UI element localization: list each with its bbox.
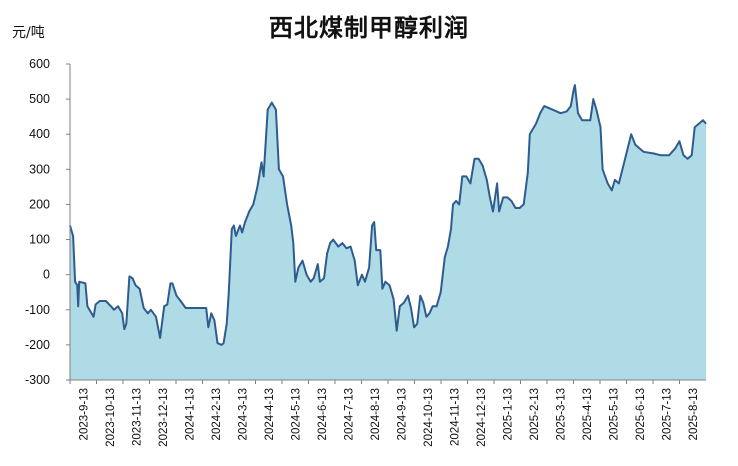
chart-title: 西北煤制甲醇利润 [269, 13, 469, 42]
x-tick-label: 2025-2-13 [529, 388, 541, 440]
x-tick-label: 2024-11-13 [449, 388, 461, 446]
x-tick-label: 2025-3-13 [555, 388, 567, 440]
x-tick-label: 2023-9-13 [78, 388, 90, 440]
x-tick-label: 2023-12-13 [158, 388, 170, 447]
y-axis-unit-label: 元/吨 [12, 25, 45, 41]
x-tick-label: 2025-8-13 [688, 388, 700, 440]
y-tick-label: 200 [29, 197, 50, 211]
y-tick-label: 100 [29, 233, 50, 247]
x-tick-label: 2025-6-13 [635, 388, 647, 440]
y-tick-label: -200 [25, 338, 50, 352]
x-tick-label: 2025-1-13 [502, 388, 514, 440]
x-tick-label: 2024-12-13 [476, 388, 488, 447]
y-tick-label: 0 [43, 268, 50, 282]
x-tick-label: 2024-5-13 [290, 388, 302, 440]
y-tick-label: -300 [25, 373, 50, 387]
x-tick-label: 2024-2-13 [211, 388, 223, 440]
x-tick-label: 2023-10-13 [105, 388, 117, 447]
x-tick-label: 2024-4-13 [264, 388, 276, 440]
y-tick-label: 500 [29, 92, 50, 106]
x-tick-label: 2023-11-13 [131, 388, 143, 446]
y-tick-label: 400 [29, 127, 50, 141]
x-tick-label: 2025-4-13 [582, 388, 594, 440]
x-tick-label: 2025-5-13 [608, 388, 620, 440]
x-tick-label: 2024-9-13 [396, 388, 408, 440]
x-tick-label: 2024-8-13 [370, 388, 382, 440]
y-tick-label: -100 [25, 303, 50, 317]
y-tick-label: 300 [29, 162, 50, 176]
x-tick-label: 2024-7-13 [343, 388, 355, 440]
profit-series-line [69, 84, 707, 346]
profit-area-fill [70, 85, 706, 380]
x-tick-label: 2025-7-13 [661, 388, 673, 440]
x-tick-label: 2024-1-13 [184, 388, 196, 440]
x-tick-label: 2024-10-13 [423, 388, 435, 447]
x-tick-label: 2024-3-13 [237, 388, 249, 440]
x-tick-label: 2024-6-13 [317, 388, 329, 440]
y-tick-label: 600 [29, 57, 50, 71]
